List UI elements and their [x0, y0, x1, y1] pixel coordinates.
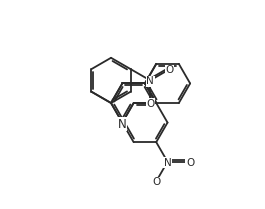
Text: N: N: [118, 118, 127, 131]
Text: O: O: [166, 65, 174, 75]
Text: O: O: [152, 177, 160, 187]
Text: N: N: [164, 158, 171, 168]
Text: N: N: [146, 76, 154, 86]
Text: O: O: [146, 99, 154, 109]
Text: O: O: [186, 158, 194, 168]
